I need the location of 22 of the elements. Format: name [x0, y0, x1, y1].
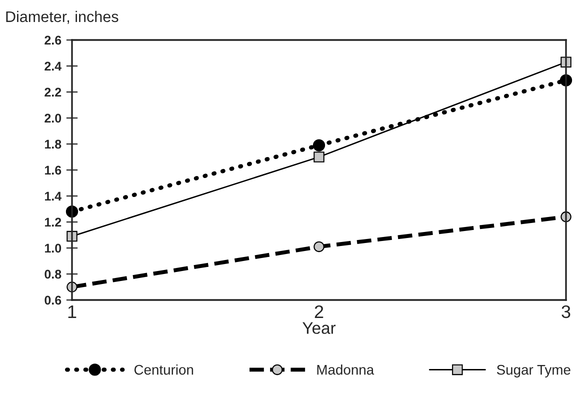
point [314, 241, 324, 252]
legend-label: Madonna [317, 364, 374, 375]
y-tick-label: 2.2 [44, 88, 62, 97]
y-tick-label: 1.4 [44, 192, 62, 201]
point [314, 152, 324, 162]
x-tick-label: 3 [562, 305, 570, 318]
y-tick-label: 1.0 [44, 244, 62, 253]
y-tick-label: 0.8 [44, 270, 62, 279]
x-axis-title: Year [302, 322, 336, 334]
legend-label: Centurion [134, 364, 194, 375]
x-tick-label: 2 [314, 305, 324, 318]
x-tick-label: 1 [68, 306, 76, 318]
y-tick-label: 2.4 [44, 62, 62, 71]
y-tick-label: 1.2 [44, 218, 62, 227]
y-tick-label: 1.8 [44, 140, 62, 149]
y-tick-label: 2.6 [44, 36, 62, 45]
y-tick-label: 1.6 [44, 166, 62, 175]
y-axis-title: Diameter, inches [6, 10, 118, 24]
legend-label: Sugar Tyme [496, 364, 570, 378]
y-tick-label: 0.6 [44, 296, 62, 305]
point [312, 139, 326, 152]
y-tick-label: 2.0 [44, 114, 62, 123]
